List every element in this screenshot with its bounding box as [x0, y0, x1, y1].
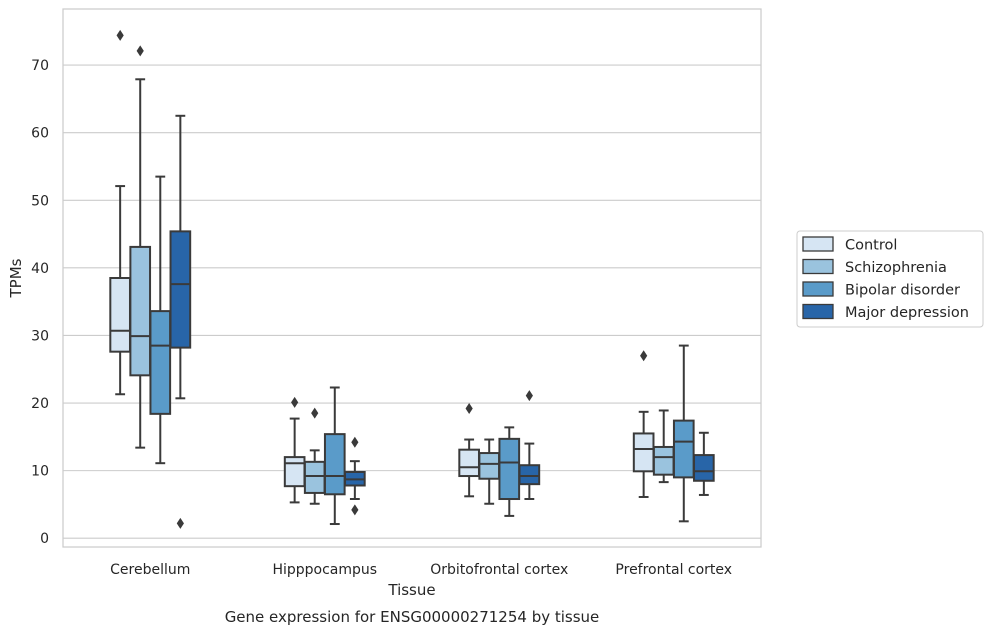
box-groups: [109, 29, 715, 529]
box: [518, 464, 541, 486]
x-tick-label: Cerebellum: [110, 562, 190, 578]
y-tick-label: 10: [31, 464, 49, 480]
box: [109, 277, 131, 353]
x-tick-label: Orbitofrontal cortex: [430, 562, 568, 578]
chart-caption: Gene expression for ENSG00000271254 by t…: [225, 608, 600, 626]
box-2-3: [672, 344, 695, 523]
outlier-point: [465, 402, 473, 414]
box: [149, 310, 172, 415]
box: [693, 454, 715, 482]
legend-swatch: [802, 258, 834, 275]
legend-swatch: [802, 281, 834, 297]
y-tick-label: 0: [40, 531, 49, 547]
box-1-1: [303, 407, 326, 505]
legend-swatch: [802, 236, 834, 252]
box-0-2: [458, 402, 480, 498]
x-axis-label: Tissue: [387, 581, 435, 599]
y-axis-label: TPMs: [7, 258, 25, 298]
legend: Control Schizophrenia Bipolar disorder Majo…: [796, 230, 984, 328]
y-tick-label: 30: [31, 328, 49, 344]
y-tick-label: 40: [31, 261, 49, 277]
box-0-0: [109, 29, 131, 396]
legend-label: Control: [845, 238, 897, 254]
box-3-1: [344, 436, 366, 516]
legend-label: Major depression: [845, 305, 969, 321]
box-3-2: [518, 390, 541, 501]
box: [672, 419, 695, 479]
box-2-0: [149, 175, 172, 465]
x-tick-label: Hipppocampus: [272, 562, 377, 578]
y-tick-label: 60: [31, 126, 49, 142]
legend-label: Bipolar disorder: [845, 283, 960, 299]
box: [303, 460, 326, 494]
box-2-1: [323, 386, 346, 526]
box-1-2: [478, 438, 501, 505]
box: [478, 452, 501, 480]
x-tick-label: Prefrontal cortex: [615, 562, 732, 578]
box: [652, 445, 675, 476]
y-tick-label: 70: [31, 58, 49, 74]
y-axis-ticks: 0 10 20 30 40 50 60 70: [31, 58, 49, 547]
outlier-point: [351, 504, 359, 516]
y-tick-label: 20: [31, 396, 49, 412]
outlier-point: [311, 407, 319, 419]
box-0-3: [632, 350, 655, 498]
outlier-point: [291, 396, 299, 408]
box: [129, 245, 152, 377]
box: [283, 456, 306, 488]
x-axis-ticks: Cerebellum Hipppocampus Orbitofrontal cort…: [110, 562, 732, 578]
outlier-point: [136, 45, 144, 57]
legend-swatch: [802, 303, 834, 320]
box-3-3: [693, 431, 715, 496]
legend-label: Schizophrenia: [845, 260, 947, 276]
outlier-point: [351, 436, 359, 448]
box-3-0: [169, 114, 192, 529]
outlier-point: [176, 517, 184, 529]
box: [632, 432, 655, 473]
box-1-0: [129, 45, 152, 449]
y-tick-label: 50: [31, 193, 49, 209]
box: [169, 230, 192, 349]
box: [323, 433, 346, 496]
box: [498, 437, 521, 501]
box: [458, 448, 480, 478]
outlier-point: [640, 350, 648, 362]
outlier-point: [116, 29, 124, 41]
outlier-point: [525, 390, 533, 402]
legend-frame: [796, 230, 984, 328]
